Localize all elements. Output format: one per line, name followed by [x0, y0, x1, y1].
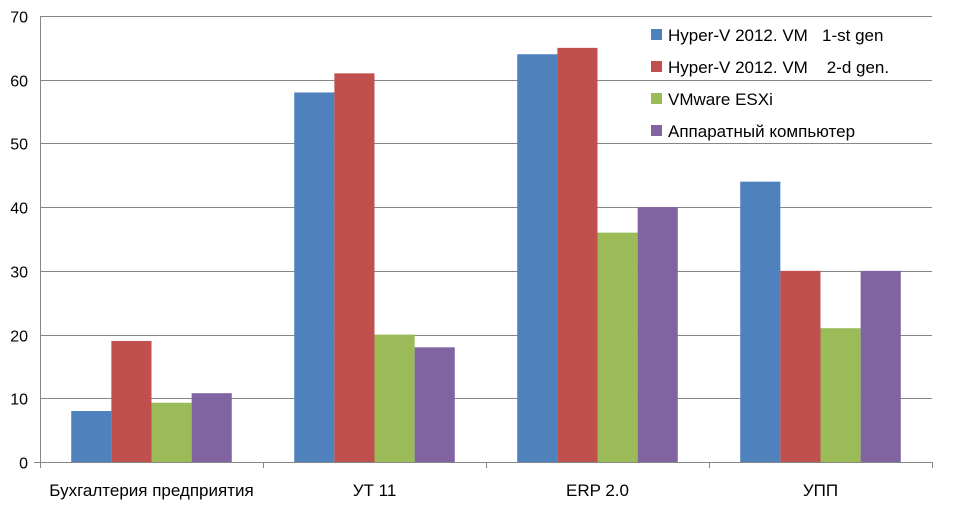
bar-3-3 [597, 232, 638, 462]
bar-1-2 [294, 92, 335, 462]
bar-2-4 [780, 270, 821, 462]
bar-4-4 [860, 270, 901, 462]
y-tick-label: 40 [10, 201, 28, 218]
gridlines [40, 16, 932, 399]
x-category-label: ERP 2.0 [566, 481, 629, 500]
legend-swatch [651, 29, 662, 40]
bar-2-1 [111, 340, 152, 462]
bar-3-2 [374, 334, 415, 462]
bar-1-1 [71, 411, 112, 462]
bar-4-3 [637, 207, 678, 462]
bar-1-4 [740, 181, 781, 462]
y-tick-label: 70 [10, 10, 28, 27]
y-tick-label: 0 [19, 456, 28, 473]
x-category-label: УПП [803, 481, 838, 500]
legend-label: VMware ESXi [668, 90, 773, 109]
bar-3-4 [820, 328, 861, 462]
legend-label: Hyper-V 2012. VM 2-d gen. [668, 58, 889, 77]
bars [71, 47, 901, 462]
y-tick-label: 30 [10, 265, 28, 282]
x-axis [34, 16, 933, 468]
bar-4-1 [191, 393, 232, 462]
x-category-label: УТ 11 [353, 481, 397, 500]
bar-3-1 [151, 402, 192, 462]
y-axis-tick-labels: 0 10 20 30 40 50 60 70 [10, 10, 28, 473]
bar-2-3 [557, 47, 598, 462]
y-tick-label: 60 [10, 74, 28, 91]
x-axis-category-labels: Бухгалтерия предприятия УТ 11 ERP 2.0 УПП [49, 481, 838, 500]
y-tick-label: 50 [10, 137, 28, 154]
legend-swatch [651, 125, 662, 136]
bar-4-2 [414, 347, 455, 462]
legend-label: Аппаратный компьютер [668, 122, 855, 141]
y-tick-label: 20 [10, 329, 28, 346]
legend-swatch [651, 93, 662, 104]
legend: Hyper-V 2012. VM 1-st gen Hyper-V 2012. V… [651, 26, 889, 141]
bar-1-3 [517, 54, 558, 462]
bar-2-2 [334, 73, 375, 462]
y-tick-label: 10 [10, 392, 28, 409]
legend-label: Hyper-V 2012. VM 1-st gen [668, 26, 883, 45]
legend-swatch [651, 61, 662, 72]
x-category-label: Бухгалтерия предприятия [49, 481, 253, 500]
